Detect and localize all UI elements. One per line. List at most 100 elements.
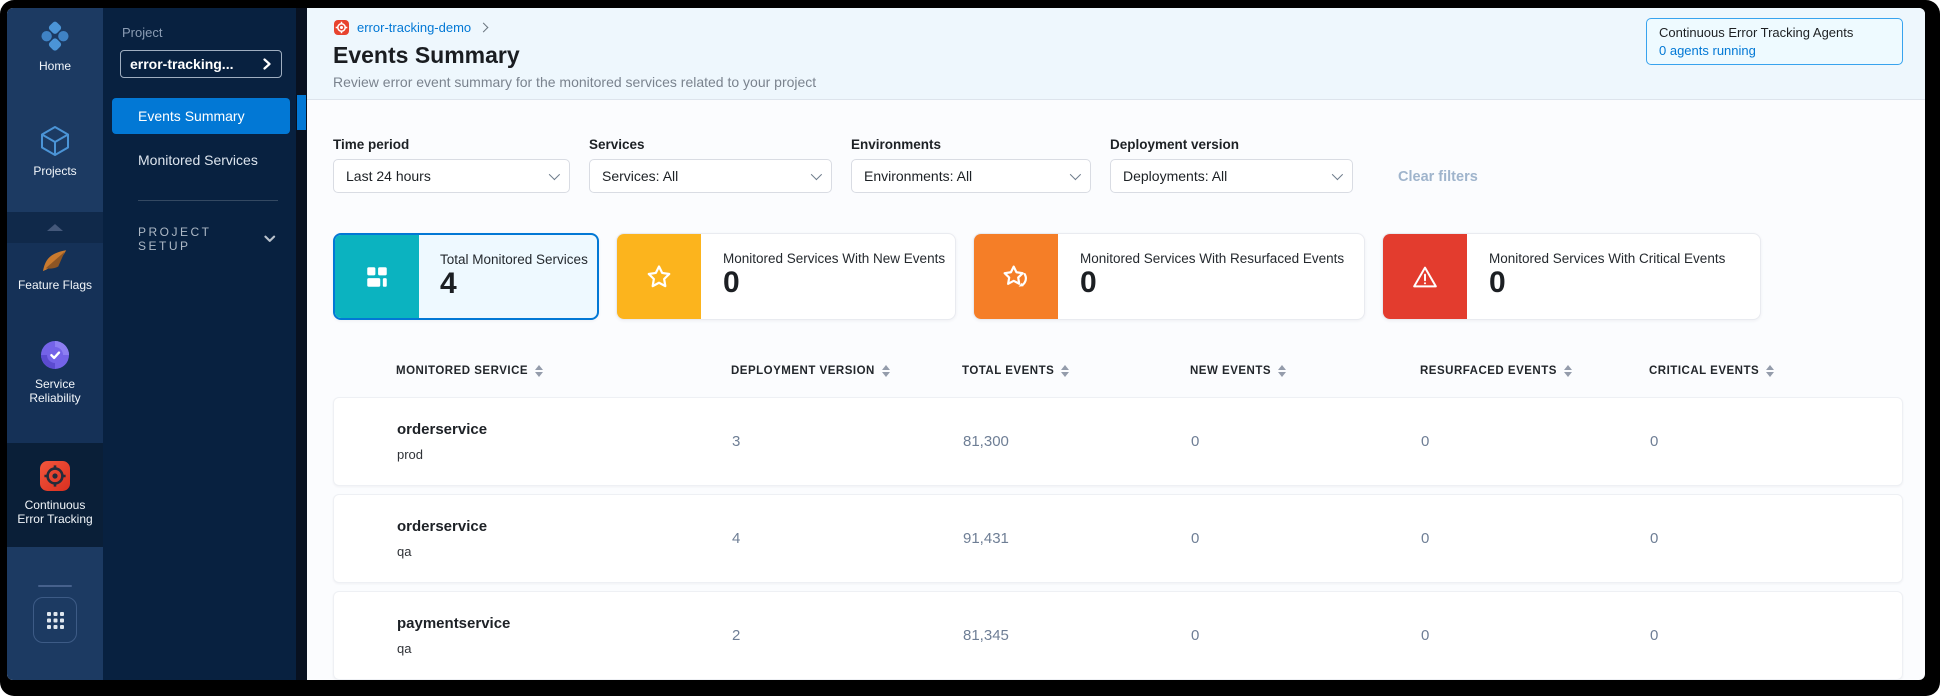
filter-label: Services <box>589 137 645 152</box>
new-events-cell: 0 <box>1191 433 1200 450</box>
nav-item-monitored-services[interactable]: Monitored Services <box>112 142 290 178</box>
column-header-monitored-service: MONITORED SERVICE <box>396 365 731 377</box>
card-resurfaced-events[interactable]: Monitored Services With Resurfaced Event… <box>973 233 1365 320</box>
new-events-cell: 0 <box>1191 627 1200 644</box>
environments-select[interactable]: Environments: All <box>851 159 1091 193</box>
column-header-new-events: NEW EVENTS <box>1190 365 1420 377</box>
critical-events-cell: 0 <box>1650 627 1659 644</box>
chevron-down-icon <box>548 168 561 181</box>
filter-deployment-version: Deployment version Deployments: All <box>1110 137 1353 193</box>
filter-services: Services Services: All <box>589 137 832 193</box>
sidebar-item-projects[interactable]: Projects <box>7 123 103 178</box>
deployment-version-cell: 3 <box>732 433 741 450</box>
service-cell: orderservice qa <box>397 518 732 559</box>
sort-icon[interactable] <box>535 365 544 377</box>
project-cet-icon <box>334 20 349 35</box>
sidebar-item-label: Projects <box>33 164 77 178</box>
breadcrumb: error-tracking-demo <box>333 19 1903 36</box>
panel-divider <box>138 200 278 201</box>
column-header-resurfaced-events: RESURFACED EVENTS <box>1420 365 1649 377</box>
column-header-deployment-version: DEPLOYMENT VERSION <box>731 365 962 377</box>
service-cell: orderservice prod <box>397 421 732 462</box>
sidebar-section-modules: Feature Flags Service Reliability <box>7 243 103 443</box>
projects-icon <box>37 123 73 159</box>
star-icon <box>617 234 701 319</box>
critical-events-cell: 0 <box>1650 433 1659 450</box>
total-events-cell: 81,300 <box>963 433 1009 450</box>
sidebar-item-label: Home <box>38 59 71 73</box>
breadcrumb-chevron-icon <box>478 22 489 33</box>
sort-icon[interactable] <box>881 365 890 377</box>
all-modules-button[interactable] <box>33 597 77 643</box>
sidebar-item-feature-flags[interactable]: Feature Flags <box>7 247 103 292</box>
sidebar-item-service-reliability[interactable]: Service Reliability <box>7 338 103 405</box>
card-label: Total Monitored Services <box>440 252 588 267</box>
page-subtitle: Review error event summary for the monit… <box>333 74 817 90</box>
agents-running-link[interactable]: 0 agents running <box>1659 43 1756 58</box>
star-refresh-icon <box>974 234 1058 319</box>
clear-filters-button[interactable]: Clear filters <box>1398 169 1478 185</box>
sidebar-item-home[interactable]: Home <box>7 18 103 73</box>
table-row[interactable]: orderservice qa 4 91,431 0 0 0 <box>333 494 1903 583</box>
warning-icon <box>1383 234 1467 319</box>
sidebar-collapse-strip <box>7 212 103 243</box>
resurfaced-events-cell: 0 <box>1421 627 1430 644</box>
chevron-down-icon <box>264 235 276 242</box>
sidebar-item-continuous-error-tracking[interactable]: Continuous Error Tracking <box>7 459 103 526</box>
home-icon <box>37 18 73 54</box>
sidebar-item-label: Service Reliability <box>29 377 81 405</box>
breadcrumb-project-link[interactable]: error-tracking-demo <box>357 20 472 35</box>
grid-icon <box>46 611 64 629</box>
resurfaced-events-cell: 0 <box>1421 433 1430 450</box>
time-period-select[interactable]: Last 24 hours <box>333 159 570 193</box>
nav-item-events-summary[interactable]: Events Summary <box>112 98 290 134</box>
chevron-up-icon[interactable] <box>46 223 64 232</box>
chevron-down-icon <box>810 168 823 181</box>
continuous-error-tracking-icon <box>38 459 72 493</box>
card-critical-events[interactable]: Monitored Services With Critical Events … <box>1382 233 1761 320</box>
project-selector[interactable]: error-tracking... <box>120 50 282 78</box>
column-header-total-events: TOTAL EVENTS <box>962 365 1190 377</box>
agents-status-card[interactable]: Continuous Error Tracking Agents 0 agent… <box>1646 18 1903 65</box>
card-label: Monitored Services With Critical Events <box>1489 251 1726 266</box>
total-events-cell: 81,345 <box>963 627 1009 644</box>
module-sidebar: Home Projects Feature Flags <box>7 8 103 680</box>
service-reliability-icon <box>38 338 72 372</box>
service-name: orderservice <box>397 518 488 535</box>
chevron-down-icon <box>1069 168 1082 181</box>
services-select[interactable]: Services: All <box>589 159 832 193</box>
service-environment: prod <box>397 447 424 462</box>
chevron-down-icon <box>1331 168 1344 181</box>
deployment-version-cell: 2 <box>732 627 741 644</box>
service-name: orderservice <box>397 421 488 438</box>
project-selector-value: error-tracking... <box>130 56 234 72</box>
card-total-monitored-services[interactable]: Total Monitored Services 4 <box>333 233 599 320</box>
filter-environments: Environments Environments: All <box>851 137 1091 193</box>
table-row[interactable]: paymentservice qa 2 81,345 0 0 0 <box>333 591 1903 680</box>
panel-scrollbar-thumb[interactable] <box>297 95 306 130</box>
card-new-events[interactable]: Monitored Services With New Events 0 <box>616 233 956 320</box>
project-setup-toggle[interactable]: PROJECT SETUP <box>138 225 276 253</box>
card-value: 0 <box>1080 266 1097 299</box>
project-setup-label: PROJECT SETUP <box>138 225 212 253</box>
page-title: Events Summary <box>333 42 520 68</box>
sort-icon[interactable] <box>1278 365 1287 377</box>
agents-card-title: Continuous Error Tracking Agents <box>1659 25 1854 40</box>
filter-time-period: Time period Last 24 hours <box>333 137 570 193</box>
table-header-row: MONITORED SERVICE DEPLOYMENT VERSION TOT… <box>333 356 1903 386</box>
card-value: 0 <box>1489 266 1506 299</box>
card-value: 0 <box>723 266 740 299</box>
filter-label: Time period <box>333 137 410 152</box>
total-events-cell: 91,431 <box>963 530 1009 547</box>
sort-icon[interactable] <box>1563 365 1572 377</box>
sidebar-section-bottom <box>7 547 103 680</box>
column-header-critical-events: CRITICAL EVENTS <box>1649 365 1903 377</box>
sort-icon[interactable] <box>1766 365 1775 377</box>
deployments-select[interactable]: Deployments: All <box>1110 159 1353 193</box>
service-environment: qa <box>397 641 412 656</box>
table-row[interactable]: orderservice prod 3 81,300 0 0 0 <box>333 397 1903 486</box>
filter-label: Environments <box>851 137 942 152</box>
sort-icon[interactable] <box>1061 365 1070 377</box>
dashboard-icon <box>335 235 419 318</box>
filter-label: Deployment version <box>1110 137 1240 152</box>
